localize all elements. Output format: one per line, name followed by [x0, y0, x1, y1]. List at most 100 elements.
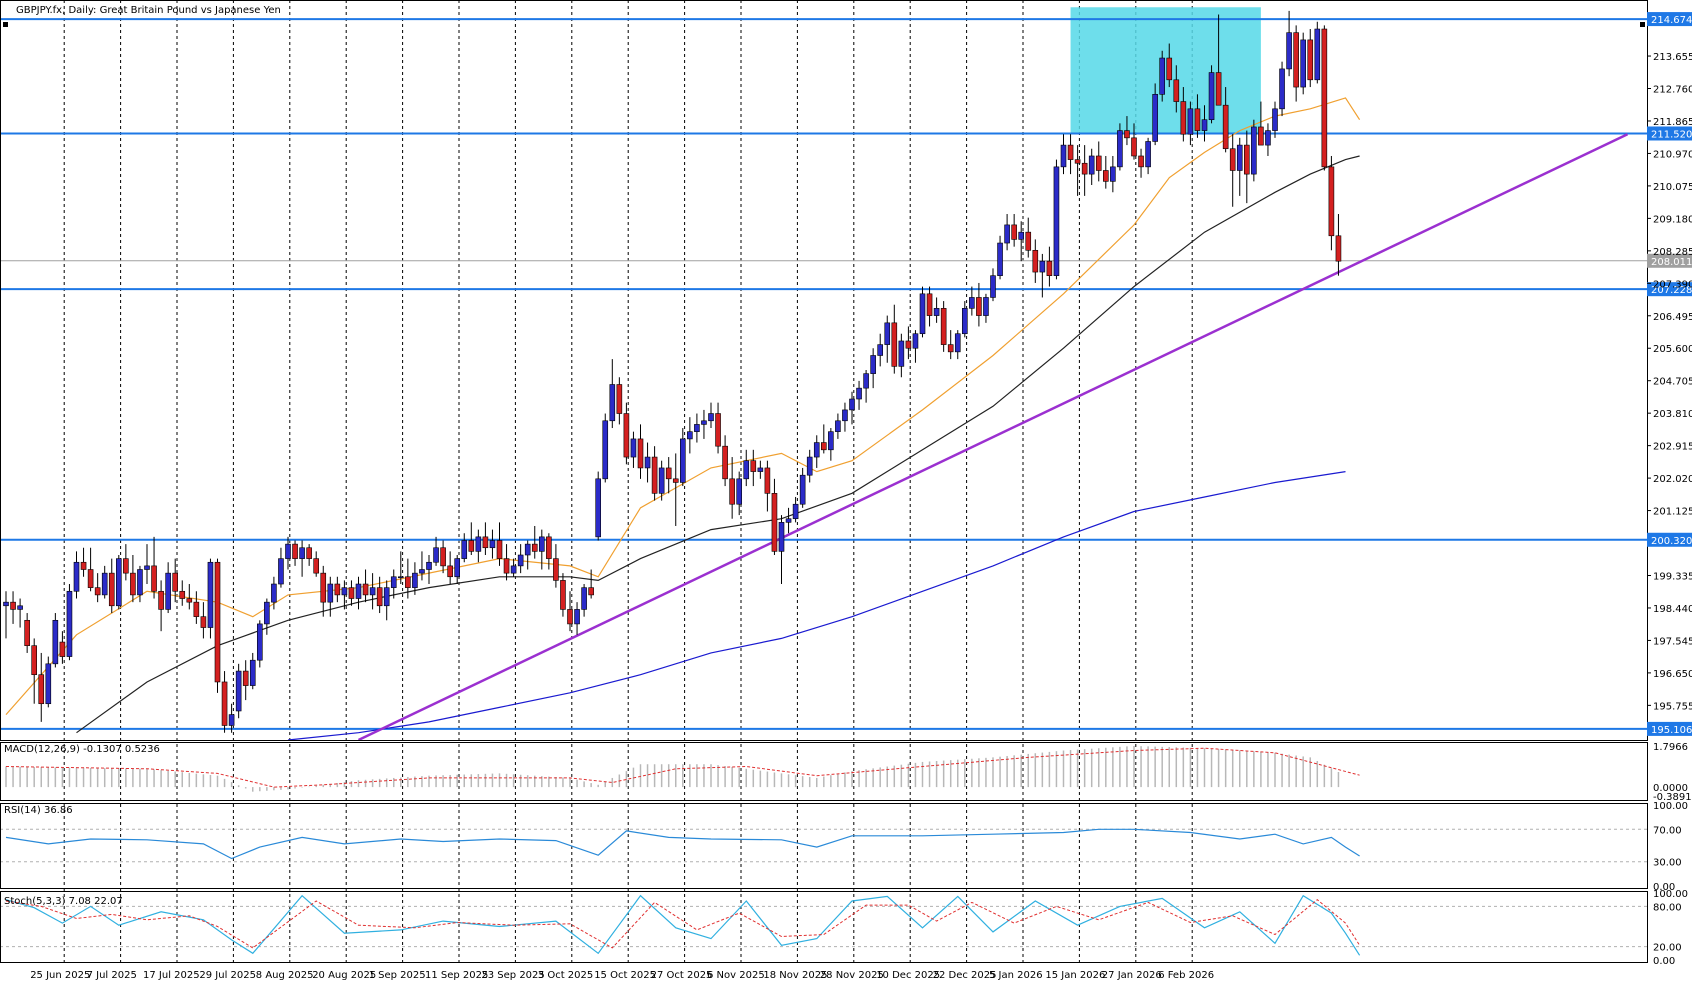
x-tick-label: 20 Aug 2025 — [312, 970, 376, 981]
candle-body — [1068, 145, 1073, 160]
level-price-label: 211.520 — [1651, 129, 1692, 140]
candle-body — [60, 642, 65, 657]
candle-body — [46, 664, 51, 704]
candle-body — [680, 439, 685, 483]
candle-body — [772, 493, 777, 551]
y-tick-label: 210.970 — [1653, 149, 1692, 160]
y-tick-label: 204.705 — [1653, 377, 1692, 388]
candle-body — [821, 443, 826, 450]
candle-body — [419, 570, 424, 574]
candle-body — [814, 443, 819, 458]
candle-body — [1216, 73, 1221, 106]
candle-body — [504, 559, 509, 574]
candle-body — [969, 297, 974, 308]
macd-label: MACD(12,26,9) -0.1307 0.5236 — [4, 744, 160, 755]
candle-body — [744, 461, 749, 479]
candle-body — [293, 544, 298, 559]
candle-body — [95, 588, 100, 595]
y-tick-label: 203.810 — [1653, 409, 1692, 420]
candle-body — [469, 540, 474, 551]
level-price-label: 195.106 — [1651, 725, 1692, 736]
y-tick-label: 210.075 — [1653, 182, 1692, 193]
candle-body — [1188, 109, 1193, 134]
candle-body — [934, 308, 939, 315]
candle-body — [201, 617, 206, 628]
candle-body — [546, 537, 551, 559]
candle-body — [1315, 29, 1320, 80]
candle-body — [152, 566, 157, 591]
candle-body — [1244, 145, 1249, 174]
candle-body — [1258, 127, 1263, 145]
stoch-label: Stoch(5,3,3) 7.08 22.07 — [4, 896, 123, 907]
candle-body — [730, 479, 735, 504]
candle-body — [441, 548, 446, 566]
candle-body — [1075, 160, 1080, 164]
candle-body — [159, 591, 164, 609]
candle-body — [532, 544, 537, 551]
candle-body — [1273, 109, 1278, 131]
candle-body — [278, 559, 283, 584]
candle-body — [32, 646, 37, 675]
candle-body — [864, 374, 869, 389]
candle-body — [1089, 156, 1094, 174]
candle-body — [102, 573, 107, 595]
candle-body — [1082, 163, 1087, 174]
candle-body — [638, 439, 643, 468]
candle-body — [67, 591, 72, 656]
y-tick-label: 208.285 — [1653, 247, 1692, 258]
highlight-zone-rect — [1071, 7, 1261, 133]
candle-body — [758, 468, 763, 472]
candle-body — [906, 341, 911, 348]
candle-body — [222, 682, 227, 726]
candle-body — [589, 588, 594, 595]
candle-body — [1026, 232, 1031, 250]
x-tick-label: 6 Nov 2025 — [707, 970, 765, 981]
candle-body — [1223, 105, 1228, 149]
candle-body — [1209, 73, 1214, 120]
candle-body — [645, 457, 650, 468]
candle-body — [948, 345, 953, 352]
candle-body — [885, 323, 890, 345]
candle-body — [927, 294, 932, 316]
y-tick-label: 211.865 — [1653, 117, 1692, 128]
candle-body — [1251, 127, 1256, 174]
candle-body — [1308, 40, 1313, 80]
candle-body — [1033, 250, 1038, 272]
x-tick-label: 27 Jan 2026 — [1102, 970, 1162, 981]
candle-body — [899, 341, 904, 366]
candle-body — [1054, 167, 1059, 276]
candle-body — [455, 559, 460, 577]
macd-tick-label: 1.7966 — [1653, 742, 1688, 753]
candle-body — [800, 475, 805, 504]
candle-body — [286, 544, 291, 559]
rsi-tick-label: 30.00 — [1653, 858, 1682, 869]
candle-body — [553, 559, 558, 581]
candle-body — [208, 562, 213, 627]
candle-body — [1061, 145, 1066, 167]
y-tick-label: 199.335 — [1653, 571, 1692, 582]
candle-body — [335, 584, 340, 595]
candle-body — [1124, 131, 1129, 138]
stoch-tick-label: 0.00 — [1653, 956, 1675, 967]
candle-body — [687, 432, 692, 439]
candle-body — [81, 562, 86, 569]
candle-body — [709, 414, 714, 421]
candle-body — [314, 559, 319, 574]
candle-body — [998, 243, 1003, 276]
level-price-label: 200.320 — [1651, 536, 1692, 547]
candle-body — [765, 468, 770, 493]
candle-body — [694, 424, 699, 431]
candle-body — [123, 559, 128, 574]
candle-body — [716, 414, 721, 447]
rsi-label: RSI(14) 36.86 — [4, 805, 73, 816]
x-tick-label: 7 Jul 2025 — [87, 970, 137, 981]
candle-body — [983, 297, 988, 315]
candle-body — [1230, 149, 1235, 171]
candle-body — [1301, 40, 1306, 87]
candle-body — [307, 548, 312, 559]
candle-body — [300, 548, 305, 559]
candle-body — [913, 334, 918, 349]
